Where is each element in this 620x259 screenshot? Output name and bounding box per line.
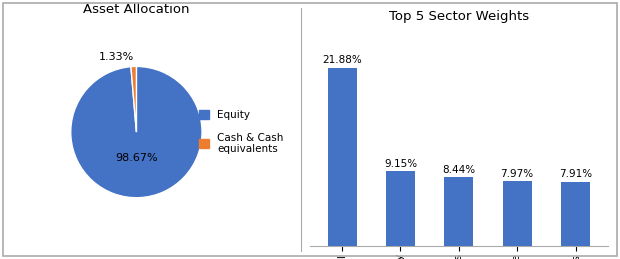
Text: 9.15%: 9.15%: [384, 159, 417, 169]
Wedge shape: [131, 67, 136, 132]
Text: 21.88%: 21.88%: [322, 55, 362, 65]
Title: Top 5 Sector Weights: Top 5 Sector Weights: [389, 10, 529, 23]
Bar: [444, 177, 474, 246]
Bar: [561, 182, 590, 246]
Title: Asset Allocation: Asset Allocation: [83, 3, 190, 16]
Text: 7.91%: 7.91%: [559, 169, 592, 179]
Wedge shape: [71, 67, 202, 198]
Text: 98.67%: 98.67%: [115, 153, 157, 163]
Bar: [503, 181, 532, 246]
Text: 8.44%: 8.44%: [442, 165, 476, 175]
Bar: [386, 171, 415, 246]
Legend: Equity, Cash & Cash
equivalents: Equity, Cash & Cash equivalents: [198, 110, 284, 154]
Text: 7.97%: 7.97%: [500, 169, 534, 179]
Text: 1.33%: 1.33%: [99, 52, 134, 62]
Bar: [327, 68, 356, 246]
